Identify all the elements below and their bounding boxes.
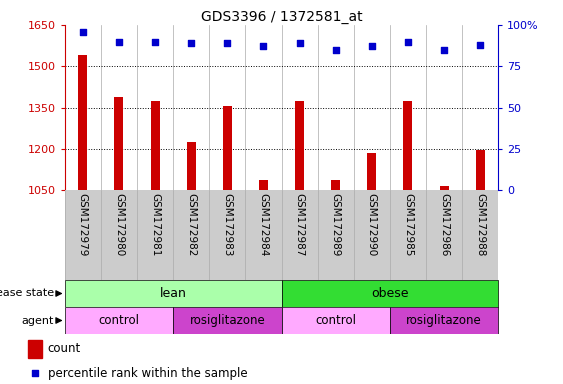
Text: GSM172987: GSM172987 xyxy=(294,193,305,256)
Text: GSM172985: GSM172985 xyxy=(403,193,413,256)
Text: disease state: disease state xyxy=(0,288,54,298)
Text: GSM172980: GSM172980 xyxy=(114,193,124,256)
Text: GSM172983: GSM172983 xyxy=(222,193,233,256)
Point xyxy=(78,28,87,35)
Text: rosiglitazone: rosiglitazone xyxy=(406,314,482,327)
Text: GSM172982: GSM172982 xyxy=(186,193,196,256)
Point xyxy=(114,38,123,45)
Text: control: control xyxy=(315,314,356,327)
Bar xyxy=(367,153,376,190)
Point xyxy=(187,40,196,46)
Bar xyxy=(223,106,232,190)
Bar xyxy=(114,96,123,190)
Bar xyxy=(150,101,159,190)
Bar xyxy=(187,142,196,190)
Text: GSM172990: GSM172990 xyxy=(367,193,377,256)
Bar xyxy=(440,186,449,190)
Point xyxy=(331,47,340,53)
Point xyxy=(476,42,485,48)
Text: lean: lean xyxy=(160,287,186,300)
Point xyxy=(440,47,449,53)
Text: GSM172984: GSM172984 xyxy=(258,193,269,256)
Text: GSM172988: GSM172988 xyxy=(475,193,485,256)
Point xyxy=(223,40,232,46)
Text: rosiglitazone: rosiglitazone xyxy=(189,314,265,327)
Point xyxy=(150,38,159,45)
Bar xyxy=(78,55,87,190)
Bar xyxy=(65,280,282,307)
Bar xyxy=(65,307,173,334)
Text: agent: agent xyxy=(21,316,54,326)
Text: GSM172979: GSM172979 xyxy=(78,193,88,256)
Text: obese: obese xyxy=(371,287,409,300)
Bar xyxy=(404,101,413,190)
Text: control: control xyxy=(99,314,140,327)
Bar xyxy=(476,150,485,190)
Text: GSM172986: GSM172986 xyxy=(439,193,449,256)
Text: GSM172989: GSM172989 xyxy=(330,193,341,256)
Point xyxy=(367,43,376,50)
Point xyxy=(30,370,39,376)
Bar xyxy=(282,280,498,307)
Text: count: count xyxy=(48,343,81,356)
Bar xyxy=(282,307,390,334)
Point xyxy=(295,40,304,46)
Bar xyxy=(173,307,282,334)
Point xyxy=(259,43,268,50)
Point xyxy=(404,38,413,45)
Bar xyxy=(259,180,268,190)
Bar xyxy=(331,180,340,190)
Text: GSM172981: GSM172981 xyxy=(150,193,160,256)
Bar xyxy=(295,101,304,190)
Bar xyxy=(28,340,42,358)
Text: percentile rank within the sample: percentile rank within the sample xyxy=(48,366,248,379)
Title: GDS3396 / 1372581_at: GDS3396 / 1372581_at xyxy=(200,10,363,24)
Bar xyxy=(390,307,498,334)
